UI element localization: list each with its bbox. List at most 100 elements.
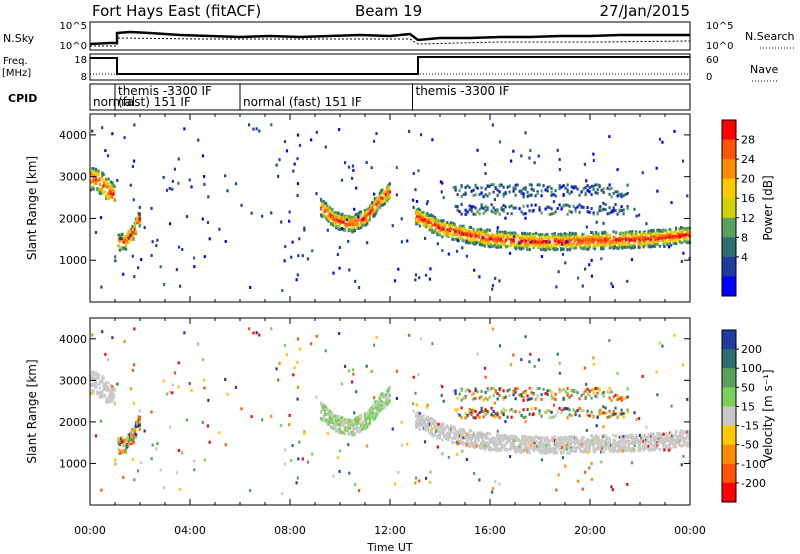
range-cell <box>529 443 533 447</box>
range-cell <box>358 414 361 418</box>
range-cell <box>586 409 589 413</box>
range-cell <box>476 352 479 356</box>
range-cell <box>340 420 343 424</box>
range-cell <box>516 242 519 246</box>
range-cell <box>593 234 596 238</box>
range-cell <box>666 243 669 247</box>
range-cell <box>93 385 96 389</box>
range-cell <box>327 214 330 218</box>
range-cell <box>581 232 584 236</box>
range-cell <box>582 441 585 445</box>
range-cell <box>133 275 136 279</box>
range-cell <box>595 436 598 440</box>
range-cell <box>480 389 483 393</box>
range-cell <box>537 441 540 445</box>
range-cell <box>535 231 538 235</box>
range-cell <box>652 241 655 245</box>
range-cell <box>417 411 420 415</box>
range-cell <box>433 419 436 423</box>
range-cell <box>520 244 523 248</box>
range-cell <box>540 241 543 245</box>
range-cell <box>658 432 661 436</box>
range-cell <box>321 202 324 206</box>
range-cell <box>452 221 455 225</box>
range-cell <box>366 444 369 448</box>
range-cell <box>663 234 666 238</box>
range-cell <box>580 190 583 194</box>
range-cell <box>547 244 550 248</box>
range-cell <box>675 236 678 240</box>
range-cell <box>506 448 509 452</box>
range-cell <box>347 217 350 221</box>
range-cell <box>368 218 371 222</box>
range-cell <box>656 237 659 241</box>
range-cell <box>126 235 129 239</box>
range-cell <box>540 245 543 249</box>
range-cell <box>631 434 634 438</box>
range-cell <box>373 192 376 196</box>
range-cell <box>483 432 486 436</box>
range-cell <box>578 441 581 445</box>
range-cell <box>103 184 106 188</box>
range-cell <box>296 182 300 186</box>
range-cell <box>538 242 541 246</box>
range-cell <box>320 197 323 201</box>
range-cell <box>588 466 591 470</box>
range-cell <box>622 231 625 235</box>
range-cell <box>568 437 571 441</box>
range-cell <box>546 232 549 236</box>
range-cell <box>542 184 545 188</box>
range-cell <box>125 241 128 245</box>
range-cell <box>428 277 432 281</box>
range-cell <box>528 360 531 364</box>
range-cell <box>452 185 455 189</box>
range-cell <box>501 230 504 234</box>
range-cell <box>441 424 444 428</box>
range-cell <box>670 229 673 233</box>
range-cell <box>132 234 135 238</box>
range-cell <box>547 449 550 453</box>
range-cell <box>352 429 355 433</box>
range-cell <box>348 426 351 430</box>
range-cell <box>360 424 363 428</box>
range-cell <box>648 448 651 452</box>
range-cell <box>541 443 544 447</box>
range-cell <box>132 438 135 442</box>
range-cell <box>112 392 115 396</box>
range-cell <box>515 232 518 236</box>
range-cell <box>474 409 477 413</box>
range-cell <box>375 402 378 406</box>
range-cell <box>99 419 103 423</box>
range-cell <box>492 394 495 398</box>
range-cell <box>171 179 174 183</box>
range-cell <box>661 441 664 445</box>
range-cell <box>576 479 580 483</box>
range-cell <box>91 371 94 375</box>
freq-label: Freq. <box>3 56 28 67</box>
range-cell <box>512 393 515 397</box>
range-cell <box>671 441 674 445</box>
range-cell <box>493 244 496 248</box>
range-cell <box>322 211 325 215</box>
range-cell <box>617 447 620 451</box>
range-cell <box>455 433 458 437</box>
range-cell <box>630 461 634 465</box>
range-cell <box>635 437 638 441</box>
range-cell <box>478 433 481 437</box>
range-cell <box>498 434 501 438</box>
range-cell <box>483 163 487 167</box>
range-cell <box>98 392 101 396</box>
range-cell <box>462 428 465 432</box>
range-cell <box>530 193 533 197</box>
range-cell <box>218 227 221 231</box>
range-cell <box>283 343 287 347</box>
range-cell <box>673 441 676 445</box>
range-cell <box>558 390 561 394</box>
range-cell <box>162 379 165 383</box>
range-cell <box>525 235 528 239</box>
range-cell <box>518 207 521 211</box>
range-cell <box>608 236 611 240</box>
range-cell <box>425 225 428 229</box>
range-cell <box>378 193 381 197</box>
range-cell <box>375 208 378 212</box>
